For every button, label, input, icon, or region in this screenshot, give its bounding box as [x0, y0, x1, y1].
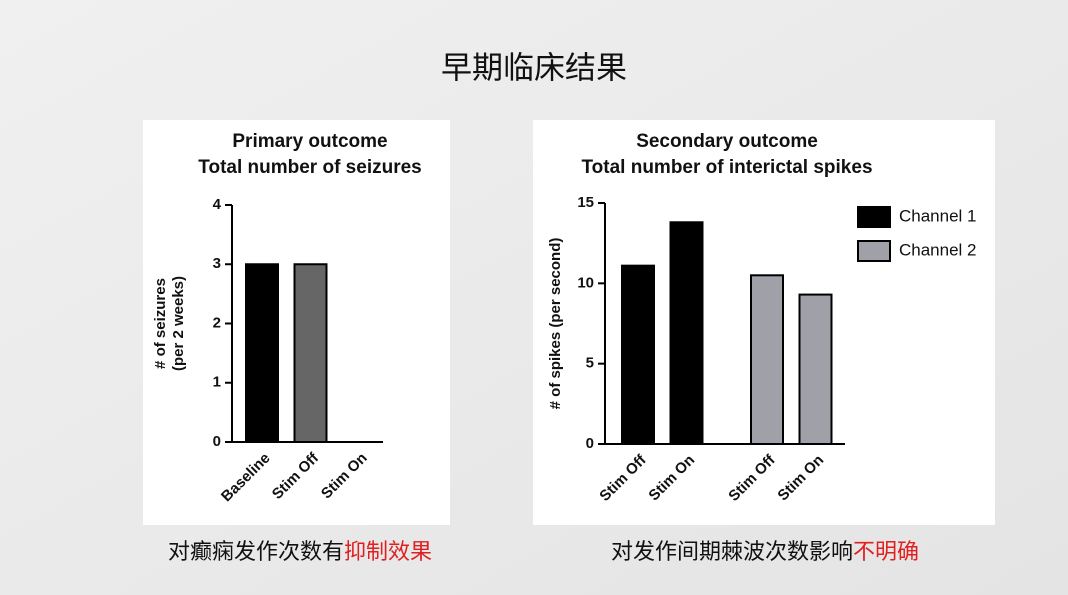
slide-title: 早期临床结果 — [441, 51, 627, 87]
bar — [621, 264, 655, 445]
bar — [293, 263, 328, 443]
chart-title: Secondary outcome — [636, 131, 818, 152]
y-tick-label: 0 — [586, 435, 594, 452]
chart-title: Total number of interictal spikes — [581, 157, 872, 178]
caption-highlight: 抑制效果 — [344, 540, 432, 565]
y-tick-label: 15 — [577, 194, 594, 211]
caption: 对发作间期棘波次数影响不明确 — [611, 540, 919, 565]
bar — [669, 221, 704, 445]
y-tick-label: 3 — [213, 255, 221, 272]
chart-title: Total number of seizures — [198, 157, 421, 178]
caption-text: 对癫痫发作次数有 — [168, 540, 344, 565]
y-tick-label: 0 — [213, 433, 221, 450]
y-tick-label: 5 — [586, 355, 594, 372]
y-axis-label: # of spikes (per second) — [547, 238, 564, 410]
caption: 对癫痫发作次数有抑制效果 — [168, 540, 432, 565]
legend-swatch — [857, 240, 891, 262]
y-tick-label: 10 — [577, 274, 594, 291]
caption-highlight: 不明确 — [853, 540, 919, 565]
y-tick-label: 2 — [213, 314, 221, 331]
y-tick-label: 1 — [213, 374, 221, 391]
legend-label: Channel 1 — [899, 206, 977, 225]
bar — [245, 263, 279, 443]
chart-title: Primary outcome — [232, 131, 387, 152]
caption-text: 对发作间期棘波次数影响 — [611, 540, 853, 565]
legend-swatch — [857, 206, 891, 228]
y-axis-label: # of seizures — [152, 278, 169, 369]
bar — [798, 293, 833, 445]
y-axis-label: (per 2 weeks) — [170, 276, 187, 371]
bar — [750, 274, 784, 445]
y-tick-label: 4 — [213, 196, 222, 213]
legend-label: Channel 2 — [899, 240, 977, 259]
